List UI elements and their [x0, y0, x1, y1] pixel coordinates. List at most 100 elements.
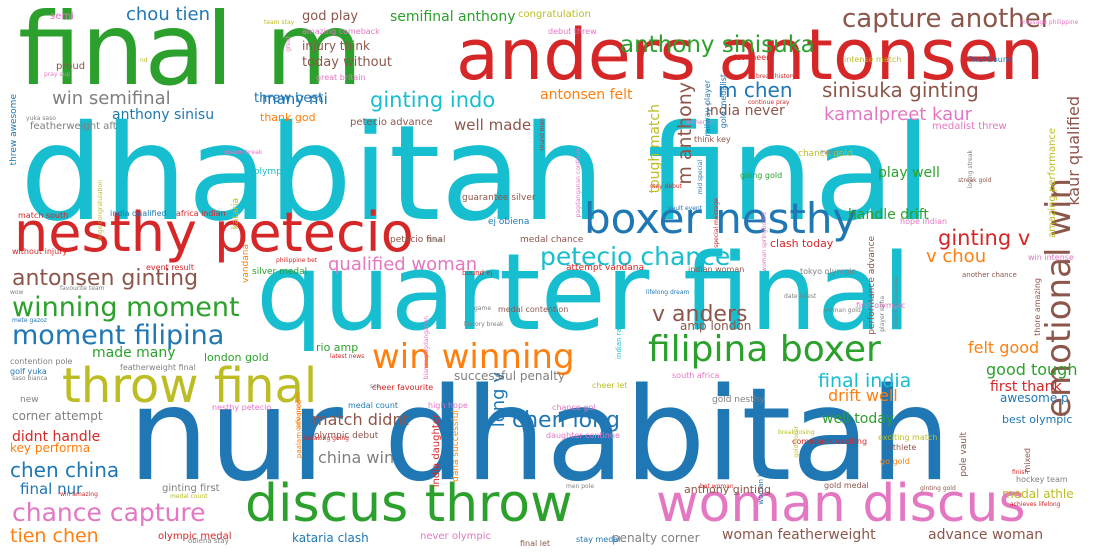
- cloud-word: gold medalist: [719, 74, 728, 129]
- cloud-word: dana successful: [451, 410, 461, 482]
- cloud-word: golf yuka: [10, 367, 47, 376]
- cloud-word: woman hockey: [757, 452, 765, 505]
- cloud-word: medal count: [170, 493, 208, 500]
- cloud-word: south africa: [672, 371, 720, 380]
- cloud-word: congratulation: [518, 9, 591, 20]
- cloud-word: win winning: [372, 337, 575, 377]
- cloud-word: carlo paalam: [295, 392, 302, 432]
- cloud-word: threw awesome: [9, 94, 19, 166]
- cloud-word: london gold: [204, 351, 269, 364]
- cloud-word: china win: [318, 448, 395, 467]
- cloud-word: many mi: [262, 90, 328, 108]
- cloud-word: woman gold: [824, 307, 861, 314]
- cloud-word: threw best: [254, 91, 324, 106]
- cloud-word: gold medal: [824, 481, 869, 490]
- cloud-word: saso bianca: [12, 375, 48, 382]
- cloud-word: semifinal anthony: [390, 9, 516, 25]
- cloud-word: featherweight final: [120, 363, 196, 372]
- cloud-word: player neha: [879, 296, 886, 332]
- cloud-word: tough match: [647, 104, 663, 194]
- cloud-word: medalist threw: [932, 121, 1007, 132]
- cloud-word: stay medal: [576, 535, 621, 544]
- cloud-word: time: [428, 237, 442, 244]
- cloud-word: bound ej: [462, 269, 493, 277]
- cloud-word: great: [285, 36, 292, 52]
- cloud-word: amp london: [680, 319, 752, 333]
- cloud-word: nesthy petecio: [14, 201, 414, 264]
- cloud-word: win intense: [1028, 253, 1074, 262]
- cloud-word: clash today: [770, 237, 834, 250]
- cloud-word: didnt handle: [12, 429, 101, 445]
- cloud-word: contention pole: [10, 357, 73, 366]
- cloud-word: olympic debut: [314, 431, 379, 441]
- cloud-word: see: [370, 383, 381, 390]
- cloud-word: indian railway: [615, 310, 623, 359]
- cloud-word: performance advance: [867, 236, 877, 335]
- cloud-word: good tough: [986, 360, 1078, 379]
- cloud-word: woman discus: [656, 474, 1026, 534]
- cloud-word: final let: [520, 539, 551, 548]
- cloud-word: athlete: [888, 443, 917, 452]
- cloud-word: history break: [464, 321, 504, 328]
- cloud-word: woman springboard: [761, 212, 768, 272]
- cloud-word: esther qin: [686, 119, 717, 126]
- cloud-word: without injury: [12, 247, 68, 256]
- cloud-word: qualified woman: [328, 254, 478, 275]
- cloud-word: rio amp: [316, 341, 359, 354]
- cloud-word: men pole: [566, 483, 595, 490]
- cloud-word: boxer nesthy: [584, 194, 858, 243]
- cloud-word: exciting match: [878, 433, 938, 442]
- cloud-word: corner attempt: [12, 409, 103, 423]
- cloud-word: medal chance: [520, 235, 584, 245]
- cloud-word: cheer let: [592, 381, 628, 390]
- cloud-word: match didnt: [312, 410, 409, 429]
- cloud-word: go gold: [880, 457, 910, 466]
- cloud-word: chance gol: [552, 403, 596, 412]
- cloud-word: tokyo olympic: [800, 267, 856, 276]
- cloud-word: silver medal: [252, 267, 308, 277]
- cloud-word: vault event: [668, 205, 703, 212]
- cloud-word: m anthony: [674, 82, 696, 185]
- cloud-word: hope indian: [900, 217, 948, 226]
- cloud-word: achieves lifelong: [1010, 501, 1061, 508]
- cloud-word: match guarantee: [893, 276, 900, 328]
- cloud-word: attempt vandana: [566, 263, 644, 273]
- cloud-word: injury think: [302, 39, 370, 53]
- cloud-word: capture another: [842, 4, 1052, 34]
- cloud-word: medal athle: [1002, 487, 1074, 501]
- cloud-word: kamalpreet kaur: [824, 104, 973, 125]
- cloud-word: play well: [878, 165, 940, 181]
- cloud-word: nd: [140, 57, 148, 64]
- cloud-word: anthony ginting: [684, 483, 772, 496]
- cloud-word: final m: [18, 0, 363, 108]
- cloud-word: final india: [818, 370, 912, 392]
- cloud-word: chou tien: [126, 4, 210, 25]
- cloud-word: kaur qualified: [1064, 96, 1083, 206]
- cloud-word: sinisuka ginting: [822, 78, 979, 102]
- cloud-word: dream break: [224, 149, 263, 156]
- cloud-word: advance woman: [928, 527, 1044, 543]
- cloud-word: petecio advance: [350, 117, 433, 128]
- cloud-word: going gold: [740, 171, 783, 180]
- cloud-word: match south: [18, 211, 69, 220]
- cloud-word: anders antonsen: [456, 14, 1045, 96]
- cloud-word: chen long: [512, 408, 620, 433]
- cloud-word: message philippine: [1020, 19, 1079, 26]
- cloud-word: finish: [1012, 469, 1029, 476]
- cloud-word: win semifinal: [52, 88, 171, 109]
- cloud-word: africa indian: [176, 209, 226, 218]
- cloud-word: india never: [706, 103, 785, 119]
- cloud-word: date latest: [784, 293, 817, 300]
- cloud-word: final nur: [20, 480, 83, 498]
- cloud-word: favourite team: [60, 285, 105, 292]
- cloud-word: gold boxer: [793, 426, 800, 458]
- cloud-word: filipina boxer: [648, 329, 881, 370]
- cloud-word: intense match: [844, 55, 902, 64]
- cloud-word: semi: [50, 11, 74, 22]
- cloud-word: well today: [822, 411, 895, 427]
- cloud-word: mid special: [697, 160, 704, 195]
- cloud-word: continue pray: [748, 99, 790, 106]
- cloud-word: stay debut: [650, 183, 683, 190]
- cloud-word: chance capture: [12, 498, 206, 527]
